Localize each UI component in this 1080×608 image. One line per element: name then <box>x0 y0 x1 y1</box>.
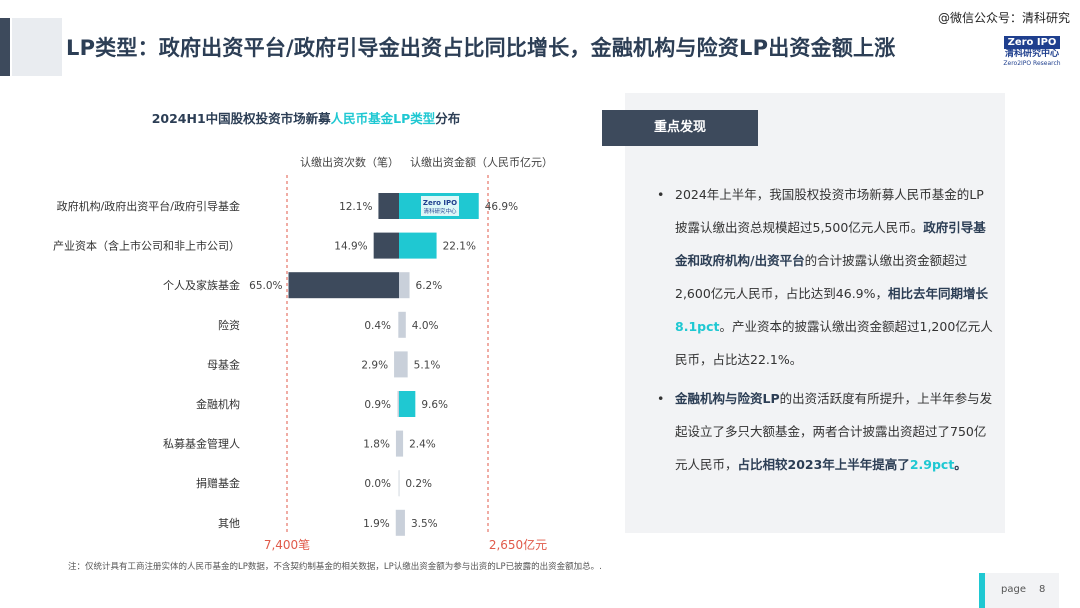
count-value-label: 0.0% <box>364 478 391 490</box>
chart-footnote: 注：仅统计具有工商注册实体的人民币基金的LP数据，不含契约制基金的相关数据，LP… <box>68 562 602 572</box>
count-bar <box>395 509 399 536</box>
count-value-label: 0.4% <box>364 320 391 332</box>
count-bar <box>378 193 399 219</box>
amount-value-label: 46.9% <box>485 201 518 213</box>
amount-bar <box>399 351 408 378</box>
logo-cn: 清科研究中心 <box>1004 49 1059 59</box>
left-column-header: 认缴出资次数（笔） <box>300 156 399 169</box>
logo-brand: Zero IPO <box>1003 36 1061 49</box>
amount-bar <box>399 430 404 457</box>
count-bar <box>288 272 399 299</box>
count-bar <box>398 311 399 338</box>
count-value-label: 1.9% <box>363 518 390 530</box>
amount-value-label: 3.5% <box>411 518 438 530</box>
finding-text: 2024年上半年，我国股权投资市场新募人民币基金的LP披露认缴出资总规模超过5,… <box>675 187 984 235</box>
page-number: 8 <box>1039 584 1046 595</box>
finding-text: 的出资活跃度有所提升，上半年参与发起设立了多只大额基金，两者合计披露出资超过了7… <box>675 391 993 472</box>
finding-text: 2.9pct <box>909 457 955 472</box>
count-value-label: 65.0% <box>249 280 282 292</box>
category-label: 其他 <box>218 517 240 530</box>
amount-bar <box>399 272 410 299</box>
amount-bar <box>399 391 416 417</box>
finding-bullet: • 金融机构与险资LP的出资活跃度有所提升，上半年参与发起设立了多只大额基金，两者… <box>655 382 993 481</box>
finding-text: 政府引导基金和政府机构/出资平台 <box>675 220 986 268</box>
count-value-label: 0.9% <box>364 399 391 411</box>
amount-value-label: 5.1% <box>414 359 441 371</box>
finding-text: 占比相较2023年上半年提高了 <box>737 457 910 472</box>
lp-type-chart: 政府机构/政府出资平台/政府引导基金 12.1% 46.9% 产业资本（含上市公司和非… <box>53 175 547 552</box>
category-label: 产业资本（含上市公司和非上市公司） <box>53 239 240 253</box>
bullet-dot-icon: • <box>657 187 665 202</box>
page-footer: page 8 <box>979 573 1059 608</box>
amount-total-label: 2,650亿元 <box>489 537 547 552</box>
chart-title-suffix: 分布 <box>435 111 461 126</box>
amount-bar <box>399 311 406 338</box>
amount-value-label: 4.0% <box>412 320 439 332</box>
logo-en: Zero2IPO Research <box>1003 60 1061 67</box>
chart-title-highlight: 人民币基金LP类型 <box>330 111 436 126</box>
amount-value-label: 2.4% <box>409 439 436 451</box>
category-label: 捐赠基金 <box>196 476 240 490</box>
page-title: LP类型：政府出资平台/政府引导金出资占比同比增长，金融机构与险资LP出资金额上… <box>66 36 896 60</box>
count-bar <box>397 391 399 417</box>
title-accent-bar <box>0 18 10 76</box>
category-label: 金融机构 <box>196 397 240 411</box>
finding-text: 金融机构与险资LP <box>675 391 780 406</box>
amount-bar <box>399 509 405 536</box>
category-label: 母基金 <box>207 357 240 371</box>
chart-title: 2024H1中国股权投资市场新募人民币基金LP类型分布 <box>0 108 612 127</box>
bar-logo-cn: 清科研究中心 <box>423 207 457 215</box>
bar-logo-mark <box>421 196 459 216</box>
amount-value-label: 9.6% <box>421 399 448 411</box>
findings-bullets: • 2024年上半年，我国股权投资市场新募人民币基金的LP披露认缴出资总规模超过5… <box>655 178 993 481</box>
title-bar: LP类型：政府出资平台/政府引导金出资占比同比增长，金融机构与险资LP出资金额上… <box>0 18 1080 78</box>
count-value-label: 1.8% <box>363 439 390 451</box>
count-bar <box>394 351 399 378</box>
count-total-label: 7,400笔 <box>264 537 310 552</box>
right-column-header: 认缴出资金额（人民币亿元） <box>410 156 553 169</box>
finding-text: 的合计披露认缴出资金额超过2,600亿元人民币，占比达到46.9%， <box>675 253 968 301</box>
count-bar <box>395 430 399 457</box>
category-label: 政府机构/政府出资平台/政府引导基金 <box>57 199 240 213</box>
count-value-label: 14.9% <box>334 241 367 253</box>
title-band <box>12 18 62 76</box>
findings-tab: 重点发现 <box>602 110 758 146</box>
chart-title-prefix: 2024H1中国股权投资市场新募 <box>151 111 331 126</box>
category-label: 个人及家族基金 <box>163 278 240 292</box>
count-bar <box>373 232 399 259</box>
category-label: 险资 <box>218 318 240 332</box>
finding-bullet: • 2024年上半年，我国股权投资市场新募人民币基金的LP披露认缴出资总规模超过5… <box>655 178 993 376</box>
finding-text: 相比去年同期增长 <box>888 286 989 301</box>
page-footer-accent <box>979 573 985 608</box>
finding-text: 。 <box>954 457 967 472</box>
zero2ipo-logo: Zero IPO 清科研究中心 Zero2IPO Research <box>1000 30 1064 67</box>
amount-bar <box>399 232 437 259</box>
findings-panel <box>625 93 1005 533</box>
category-label: 私募基金管理人 <box>163 437 240 451</box>
count-value-label: 2.9% <box>361 359 388 371</box>
count-value-label: 12.1% <box>339 201 372 213</box>
amount-value-label: 6.2% <box>416 280 443 292</box>
finding-text: 8.1pct <box>675 319 720 334</box>
amount-value-label: 22.1% <box>443 241 476 253</box>
amount-value-label: 0.2% <box>405 478 432 490</box>
bar-logo-brand: Zero IPO <box>423 199 457 207</box>
watermark-text: @微信公众号：清科研究 <box>937 11 1070 25</box>
bullet-dot-icon: • <box>657 391 665 406</box>
finding-text: 。产业资本的披露认缴出资金额超过1,200亿元人民币，占比达22.1%。 <box>675 319 993 367</box>
page-label: page <box>1001 584 1026 595</box>
